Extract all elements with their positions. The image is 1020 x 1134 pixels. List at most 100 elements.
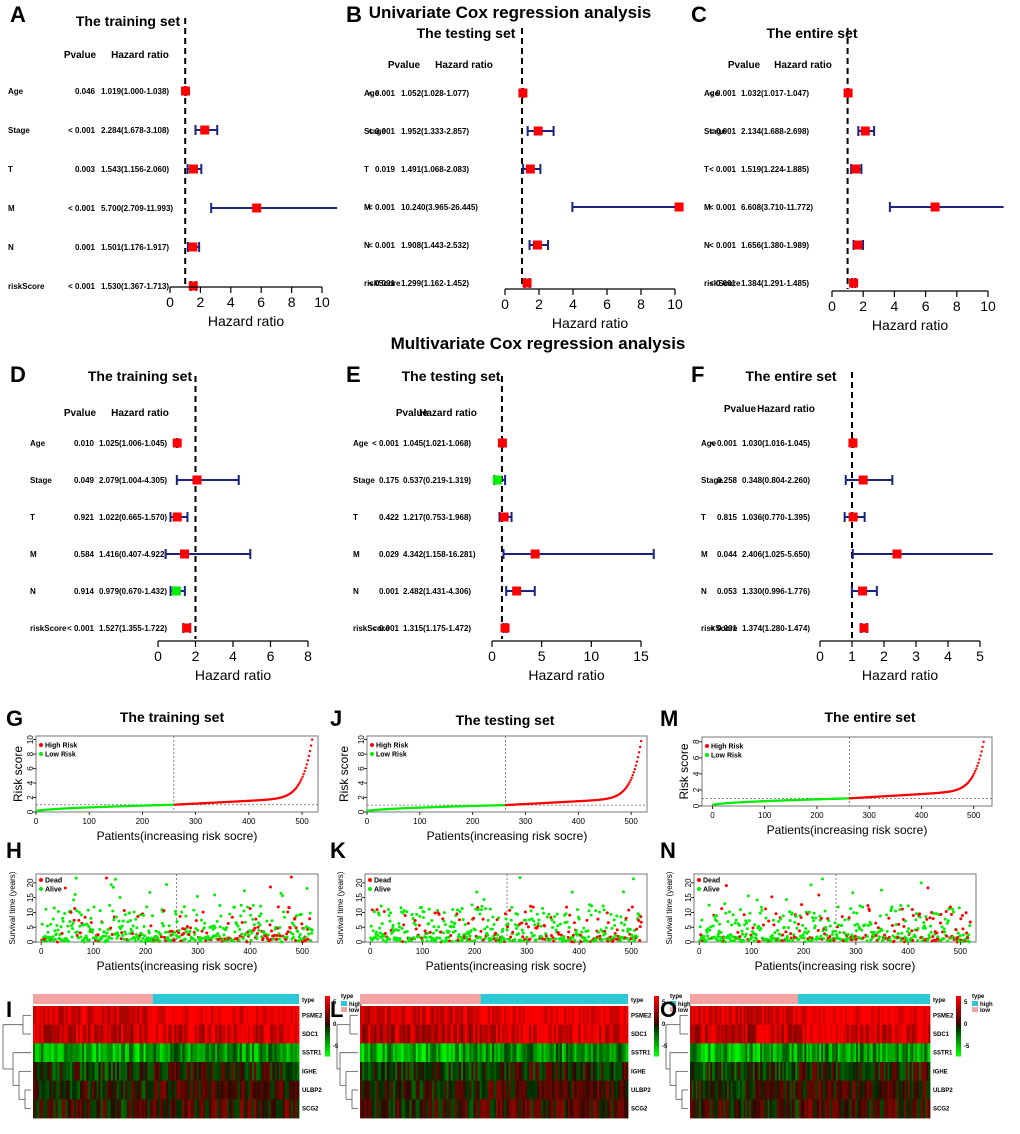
heatmap-cell (623, 1099, 627, 1119)
heatmap-cell (168, 1006, 171, 1026)
heatmap-cell (114, 1006, 118, 1026)
heatmap-cell (531, 1043, 534, 1063)
heatmap-cell (172, 1062, 175, 1082)
heatmap-cell (456, 1080, 460, 1100)
heatmap-cell (438, 1043, 441, 1063)
survival-point (371, 929, 375, 933)
heatmap-cell (734, 1043, 737, 1063)
heatmap-cell (539, 1080, 542, 1100)
heatmap-cell (706, 1006, 709, 1026)
heatmap-cell (104, 1024, 108, 1044)
heatmap-cell (137, 1043, 140, 1063)
color-scale-step (654, 1034, 659, 1037)
survival-point (61, 916, 65, 920)
heatmap-cell (206, 1024, 210, 1044)
survival-point (230, 915, 234, 919)
hr-marker (492, 475, 502, 485)
survival-point (597, 910, 601, 914)
heatmap-cell (800, 1024, 804, 1044)
heatmap-cell (223, 1043, 226, 1063)
heatmap-cell (601, 1043, 604, 1063)
survival-point (85, 936, 89, 940)
heatmap-cell (49, 1043, 52, 1063)
heatmap-cell (756, 1006, 759, 1026)
heatmap-cell (125, 1043, 128, 1063)
row-pvalue: 0.815 (717, 513, 738, 522)
survival-point (297, 935, 301, 939)
heatmap-cell (458, 1080, 462, 1100)
heatmap-cell (225, 1024, 228, 1044)
heatmap-cell (211, 1080, 214, 1100)
heatmap-cell (45, 1062, 48, 1082)
risk-point (979, 754, 982, 757)
survival-point (51, 917, 55, 921)
row-hr-text: 1.036(0.770-1.395) (742, 513, 810, 522)
x-tick-label: 100 (758, 811, 772, 820)
heatmap-cell (605, 1024, 608, 1044)
survival-point (394, 928, 398, 932)
survival-point (750, 929, 754, 933)
survival-point (913, 935, 917, 939)
heatmap-cell (366, 1024, 369, 1044)
survival-point (731, 913, 735, 917)
survival-point (628, 927, 632, 931)
heatmap-cell (758, 1043, 761, 1063)
heatmap-cell (609, 1080, 612, 1100)
survival-point (217, 938, 221, 942)
heatmap-cell (458, 1006, 462, 1026)
survival-point (625, 936, 629, 940)
heatmap-cell (227, 1006, 230, 1026)
heatmap-cell (94, 1099, 97, 1119)
hr-marker (172, 512, 182, 522)
heatmap-cell (67, 1080, 71, 1100)
hr-marker (848, 512, 858, 522)
x-tick-label: 10 (584, 648, 600, 664)
heatmap-cell (767, 1024, 770, 1044)
survival-point (473, 939, 477, 943)
heatmap-cell (39, 1099, 42, 1119)
heatmap-cell (166, 1080, 169, 1100)
heatmap-cell (580, 1080, 584, 1100)
heatmap-cell (551, 1099, 555, 1119)
heatmap-cell (869, 1043, 872, 1063)
heatmap-cell (376, 1062, 379, 1082)
heatmap-cell (37, 1099, 40, 1119)
heatmap-cell (170, 1062, 173, 1082)
color-scale-step (325, 1034, 330, 1037)
survival-point (162, 909, 166, 913)
heatmap-cell (463, 1062, 466, 1082)
heatmap-cell (112, 1080, 116, 1100)
heatmap-cell (368, 1062, 371, 1082)
heatmap-cell (37, 1043, 40, 1063)
heatmap-cell (522, 1024, 526, 1044)
heatmap-cell (559, 1006, 563, 1026)
heatmap-cell (745, 1006, 748, 1026)
heatmap-cell (184, 1099, 187, 1119)
hr-marker (512, 586, 522, 596)
hr-header: Hazard ratio (435, 60, 493, 71)
heatmap-cell (125, 1080, 128, 1100)
survival-point (77, 910, 81, 914)
heatmap-cell (386, 1080, 390, 1100)
heatmap-cell (155, 1062, 159, 1082)
heatmap-cell (63, 1024, 67, 1044)
heatmap-cell (481, 1006, 485, 1026)
heatmap-cell (526, 1099, 530, 1119)
heatmap-cell (432, 1043, 435, 1063)
heatmap-cell (290, 1024, 294, 1044)
heatmap-cell (411, 1024, 414, 1044)
heatmap-cell (605, 1080, 608, 1100)
survival-point (545, 915, 549, 919)
heatmap-cell (276, 1099, 279, 1119)
heatmap-cell (789, 1006, 792, 1026)
heatmap-cell (834, 1043, 837, 1063)
x-tick-label: 2 (535, 296, 543, 312)
heatmap-cell (151, 1024, 155, 1044)
type-legend-title: type (670, 994, 683, 1000)
heatmap-cell (739, 1043, 743, 1063)
survival-point (780, 939, 784, 943)
heatmap-cell (192, 1024, 196, 1044)
heatmap-cell (430, 1080, 433, 1100)
heatmap-cell (178, 1080, 181, 1100)
heatmap-cell (595, 1024, 598, 1044)
